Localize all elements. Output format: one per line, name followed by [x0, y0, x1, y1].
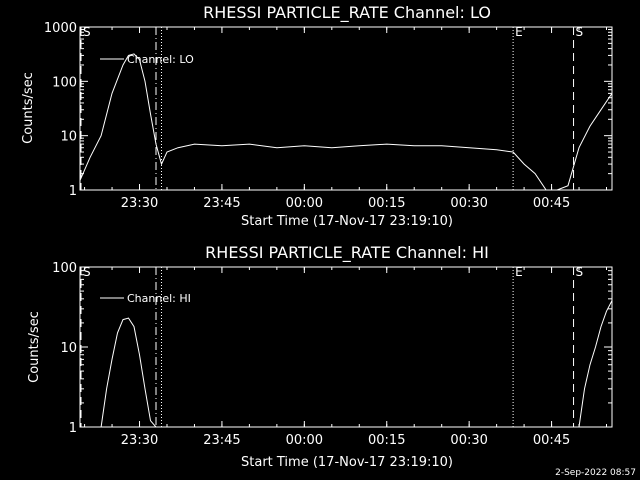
x-tick-label: 00:15	[368, 433, 405, 448]
x-tick-label: 00:45	[533, 433, 570, 448]
x-tick-label: 00:15	[368, 196, 405, 211]
x-tick-label: 23:45	[203, 196, 240, 211]
y-axis-label-hi: Counts/sec	[27, 311, 42, 383]
series-hi	[100, 300, 613, 428]
series-line	[100, 317, 157, 428]
legend-label-lo: Channel: LO	[127, 53, 194, 66]
y-tick-label: 100	[52, 75, 77, 90]
y-tick-label: 10	[60, 130, 77, 145]
event-marker-label: S	[83, 25, 91, 39]
y-tick-label: 100	[52, 261, 77, 276]
x-tick-label: 00:30	[450, 196, 487, 211]
series-line	[578, 300, 613, 428]
event-marker-label: S	[83, 265, 91, 279]
y-tick-label: 1	[69, 421, 77, 436]
ticks-lo: 23:30 23:45 00:00 00:15 00:30 00:45 1 10 100 1000	[44, 21, 612, 211]
event-marker-label: S	[576, 25, 584, 39]
y-tick-label: 10	[60, 341, 77, 356]
event-marker-label: E	[515, 25, 523, 39]
x-tick-label: 23:30	[121, 433, 158, 448]
x-tick-label: 23:30	[121, 196, 158, 211]
event-marker-label: E	[515, 265, 523, 279]
plot-frame-hi	[79, 266, 613, 428]
y-tick-label: 1	[69, 184, 77, 199]
x-tick-label: 00:45	[533, 196, 570, 211]
x-tick-label: 23:45	[203, 433, 240, 448]
y-tick-label: 1000	[44, 21, 77, 36]
legend-hi: Channel: HI	[100, 292, 191, 305]
y-axis-label-lo: Counts/sec	[21, 72, 36, 144]
legend-lo: Channel: LO	[100, 53, 194, 66]
plot-frame-lo	[79, 26, 613, 191]
chart-title-lo: RHESSI PARTICLE_RATE Channel: LO	[203, 3, 491, 23]
x-tick-label: 00:00	[286, 433, 323, 448]
series-line	[79, 53, 613, 191]
legend-label-hi: Channel: HI	[127, 292, 191, 305]
x-axis-label-lo: Start Time (17-Nov-17 23:19:10)	[241, 214, 453, 229]
event-marker-label: S	[576, 265, 584, 279]
series-lo	[79, 53, 613, 191]
panel-hi: RHESSI PARTICLE_RATE Channel: HI Counts/…	[27, 243, 613, 470]
x-tick-label: 00:30	[450, 433, 487, 448]
ticks-hi: 23:30 23:45 00:00 00:15 00:30 00:45 1 10 100	[52, 261, 612, 448]
x-axis-label-hi: Start Time (17-Nov-17 23:19:10)	[241, 455, 453, 470]
panel-lo: RHESSI PARTICLE_RATE Channel: LO Counts/…	[21, 3, 613, 229]
x-tick-label: 00:00	[286, 196, 323, 211]
chart-title-hi: RHESSI PARTICLE_RATE Channel: HI	[205, 243, 489, 263]
timestamp: 2-Sep-2022 08:57	[555, 468, 636, 478]
